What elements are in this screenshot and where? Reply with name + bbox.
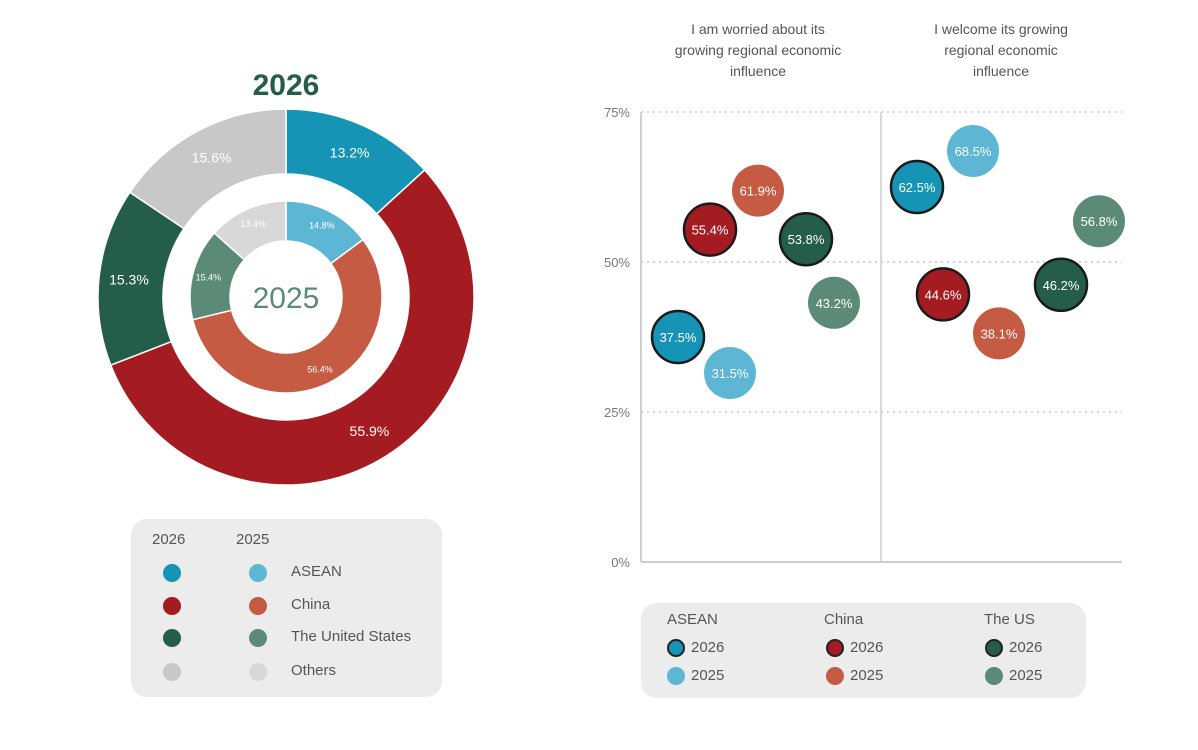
legend-swatch-others-2026 (163, 663, 181, 681)
point-label-asean-2025-cat0: 31.5% (712, 366, 749, 381)
scatter-chart: I am worried about its growing regional … (604, 21, 1125, 570)
legend-point-china-2026 (826, 639, 844, 657)
point-label-china-2025-cat0: 61.9% (740, 184, 777, 199)
legend-swatch-us-2025 (249, 629, 267, 647)
legend-year-asean-2026: 2026 (691, 639, 725, 656)
point-china-2026-cat1 (915, 267, 971, 322)
slice-label-2025-china: 56.4% (307, 365, 333, 375)
point-asean-2026-cat0 (650, 309, 706, 365)
legend-swatch-us-2026 (163, 629, 181, 647)
slice-label-2026-china: 55.9% (350, 423, 390, 439)
legend-label-china: China (291, 596, 331, 613)
point-the-us-2025-cat0 (808, 276, 860, 329)
category-header-welcome-line3: influence (973, 63, 1029, 79)
legend-label-others: Others (291, 662, 337, 679)
point-asean-2026-cat1 (889, 159, 945, 215)
point-label-the-us-2026-cat1: 46.2% (1043, 278, 1080, 293)
category-header-worried-line3: influence (730, 63, 786, 79)
point-asean-2025-cat1 (947, 125, 999, 177)
point-label-china-2026-cat1: 44.6% (925, 287, 962, 302)
point-the-us-2026-cat1 (1033, 257, 1089, 313)
slice-2026-others (128, 108, 287, 230)
legend-year-china-2026: 2026 (850, 639, 884, 656)
slice-label-2026-the-united-states: 15.3% (109, 272, 149, 288)
point-china-2026-cat0 (682, 202, 738, 257)
legend-group-us: The US (984, 611, 1035, 628)
slice-2026-china (109, 168, 475, 486)
legend-header-2025: 2025 (236, 531, 270, 548)
point-the-us-2026-cat0 (778, 211, 834, 267)
category-header-worried-line2: growing regional economic (675, 42, 842, 58)
point-label-china-2025-cat1: 38.1% (981, 326, 1018, 341)
slice-2025-china (191, 238, 383, 394)
point-label-china-2026-cat0: 55.4% (692, 223, 729, 238)
y-tick-label-25: 25% (604, 405, 630, 420)
legend-group-china: China (824, 611, 864, 628)
point-asean-2025-cat0 (704, 347, 756, 399)
category-header-worried: I am worried about its growing regional … (675, 21, 842, 79)
legend-swatch-china-2025 (249, 597, 267, 615)
legend-group-asean: ASEAN (667, 611, 718, 628)
category-header-welcome: I welcome its growing regional economic … (934, 21, 1068, 79)
point-label-asean-2026-cat0: 37.5% (660, 330, 697, 345)
legend-point-asean-2026 (667, 639, 685, 657)
category-header-welcome-line2: regional economic (944, 42, 1058, 58)
outer-ring-year-label: 2026 (253, 69, 320, 102)
point-the-us-2025-cat1 (1073, 195, 1125, 248)
category-header-welcome-line1: I welcome its growing (934, 21, 1068, 37)
point-label-the-us-2026-cat0: 53.8% (788, 232, 825, 247)
legend-label-united-states: The United States (291, 628, 412, 645)
slice-label-2025-the-united-states: 15.4% (196, 273, 222, 283)
legend-label-asean: ASEAN (291, 563, 342, 580)
y-axis-ticks: 0% 25% 50% 75% (604, 105, 630, 570)
y-tick-label-75: 75% (604, 105, 630, 120)
y-tick-label-50: 50% (604, 255, 630, 270)
nested-donut-chart: 2026 13.2% 55.9% 15.3% 15.6% 14.8% 56.4% 15.4… (97, 69, 475, 486)
legend-swatch-china-2026 (163, 597, 181, 615)
point-label-the-us-2025-cat1: 56.8% (1081, 214, 1118, 229)
legend-header-2026: 2026 (152, 531, 186, 548)
y-tick-label-0: 0% (611, 555, 630, 570)
outer-ring: 13.2% 55.9% 15.3% 15.6% (97, 108, 475, 486)
slice-2025-others (213, 200, 287, 261)
legend-year-asean-2025: 2025 (691, 667, 725, 684)
legend-swatch-asean-2026 (163, 564, 181, 582)
legend-swatch-asean-2025 (249, 564, 267, 582)
inner-ring: 14.8% 56.4% 15.4% 13.4% (189, 200, 383, 394)
legend-year-us-2025: 2025 (1009, 667, 1043, 684)
scatter-points: 37.5% 31.5% 55.4% 61.9% 53.8% 43.2% 62.5% 68.5%… (650, 125, 1125, 399)
donut-legend: 2026 2025 ASEAN China The United States … (131, 519, 442, 697)
legend-year-china-2025: 2025 (850, 667, 884, 684)
legend-year-us-2026: 2026 (1009, 639, 1043, 656)
legend-point-us-2025 (985, 667, 1003, 685)
inner-ring-year-label: 2025 (253, 282, 320, 315)
point-label-asean-2025-cat1: 68.5% (955, 144, 992, 159)
scatter-legend: ASEAN 2026 2025 China 2026 2025 The US 2… (641, 603, 1086, 698)
point-china-2025-cat1 (973, 307, 1025, 360)
category-header-worried-line1: I am worried about its (691, 21, 825, 37)
legend-point-china-2025 (826, 667, 844, 685)
point-label-the-us-2025-cat0: 43.2% (816, 296, 853, 311)
slice-label-2026-asean: 13.2% (330, 144, 370, 160)
slice-label-2025-asean: 14.8% (309, 221, 335, 231)
slice-label-2026-others: 15.6% (192, 149, 232, 165)
point-label-asean-2026-cat1: 62.5% (899, 180, 936, 195)
legend-swatch-others-2025 (249, 663, 267, 681)
point-china-2025-cat0 (732, 164, 784, 217)
legend-point-us-2026 (985, 639, 1003, 657)
slice-label-2025-others: 13.4% (241, 219, 267, 229)
legend-point-asean-2025 (667, 667, 685, 685)
